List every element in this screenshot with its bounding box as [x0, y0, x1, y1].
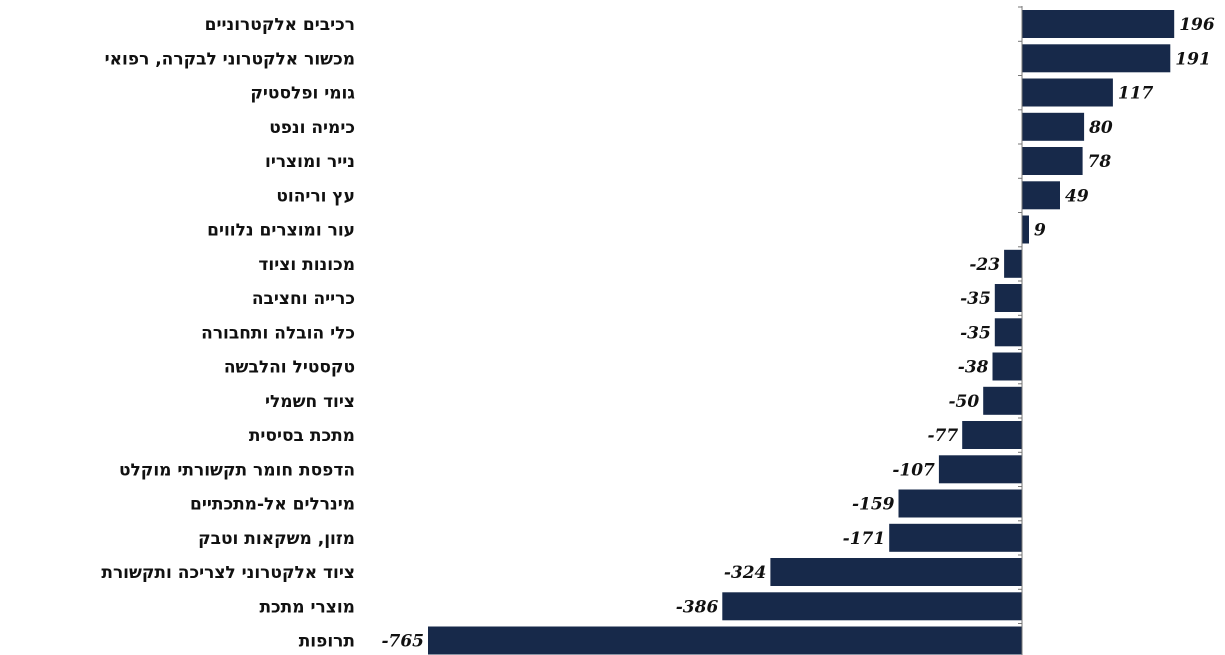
category-label: טקסטיל והלבשה [224, 358, 355, 378]
category-label: מכשור אלקטרוני לבקרה, רפואי [105, 49, 355, 69]
value-label: 191 [1175, 49, 1211, 69]
bar [898, 489, 1022, 518]
value-label: -386 [676, 597, 719, 617]
value-label: -159 [852, 495, 895, 515]
bar [1022, 112, 1085, 141]
value-label: -765 [381, 632, 424, 652]
bar [1022, 10, 1175, 38]
bar [770, 558, 1022, 586]
category-label: מינרלים אל-מתכתיים [190, 495, 355, 515]
value-label: 196 [1179, 15, 1215, 35]
axis-layer [1018, 6, 1023, 655]
category-label: מתכת בסיסית [249, 426, 355, 446]
category-label: כרייה וחציבה [252, 289, 355, 309]
category-label: ציוד חשמלי [265, 392, 355, 412]
category-label: כימיה ונפט [269, 118, 355, 138]
bar [1022, 181, 1060, 210]
value-label: -107 [892, 460, 935, 480]
category-label: הדפסת חומר תקשורתי מוקלט [119, 460, 355, 480]
bars-layer [428, 10, 1175, 655]
category-label: גומי ופלסטיק [250, 84, 355, 104]
category-label: ציוד אלקטרוני לצריכה ותקשורת [101, 563, 355, 583]
category-label: תרופות [299, 632, 355, 652]
value-label: -77 [927, 426, 958, 446]
category-label: עור ומוצרים נלווים [207, 221, 355, 241]
category-labels-layer: רכיבים אלקטרוניים מכשור אלקטרוני לבקרה, ר… [101, 15, 355, 652]
bar [962, 421, 1022, 449]
category-label: נייר ומוצריו [265, 152, 355, 172]
bar [1004, 249, 1022, 278]
bar [1022, 44, 1171, 73]
category-label: כלי הובלה ותחבורה [201, 323, 355, 343]
bar [938, 455, 1022, 484]
category-label: עץ וריהוט [276, 186, 355, 206]
bar [983, 386, 1022, 415]
bar [1022, 78, 1113, 107]
category-label: מכונות וציוד [258, 255, 355, 275]
bar [994, 318, 1022, 347]
bar [1022, 147, 1083, 175]
value-label: -38 [958, 358, 989, 378]
value-label: 78 [1088, 152, 1112, 172]
value-label: -35 [960, 323, 991, 343]
value-label: 80 [1088, 118, 1113, 138]
bar [889, 523, 1022, 552]
category-label: מוצרי מתכת [259, 597, 355, 617]
value-label: -324 [724, 563, 767, 583]
bar [992, 352, 1022, 381]
bar [428, 626, 1022, 655]
value-label: -171 [843, 529, 886, 549]
bar [994, 284, 1022, 312]
value-label: -35 [960, 289, 991, 309]
bar [1022, 215, 1029, 244]
value-label: 117 [1118, 84, 1154, 104]
bar [722, 592, 1022, 621]
value-label: -50 [948, 392, 979, 412]
value-label: -23 [969, 255, 1000, 275]
value-label: 9 [1034, 221, 1046, 241]
value-label: 49 [1065, 186, 1089, 206]
category-label: רכיבים אלקטרוניים [205, 15, 355, 35]
category-label: מזון, משקאות וטבק [198, 529, 355, 549]
